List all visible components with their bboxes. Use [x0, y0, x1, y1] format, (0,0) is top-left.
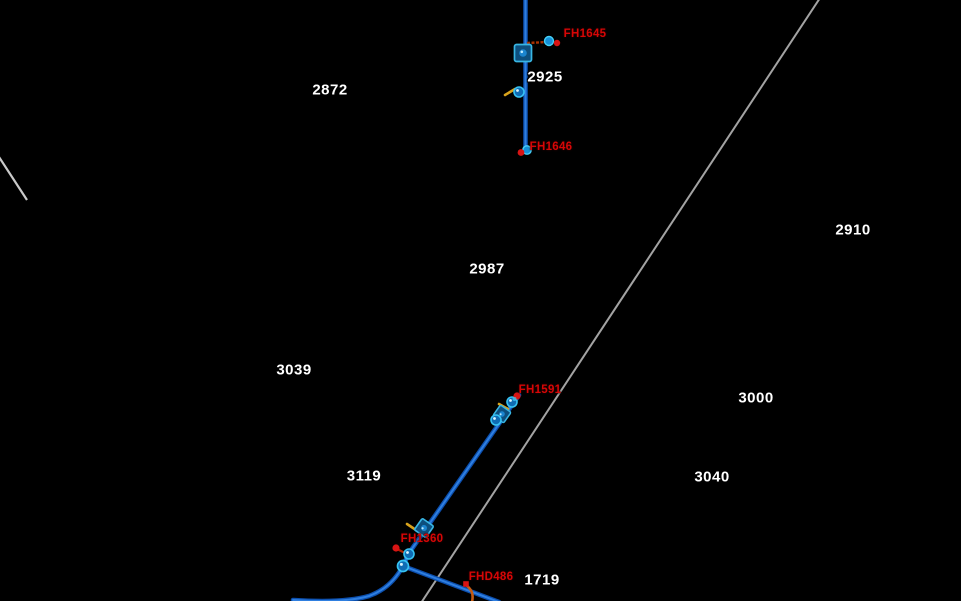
hydrant-icon[interactable] — [512, 392, 521, 401]
hydrants — [392, 35, 561, 587]
valve-box-icon[interactable] — [513, 43, 533, 63]
hydrant-icon[interactable] — [517, 145, 532, 156]
pipe-core-layer — [292, 0, 527, 601]
hydrant-icon[interactable] — [543, 35, 561, 47]
junction-nodes — [396, 86, 525, 573]
flow-ticks — [405, 87, 517, 532]
pipe-branch-right-core — [402, 565, 500, 601]
hydrant-icon[interactable] — [392, 544, 400, 552]
valve-box-icon[interactable] — [414, 518, 434, 538]
junction-node-icon[interactable] — [513, 86, 525, 98]
junction-node-icon[interactable] — [396, 559, 410, 573]
junction-node-icon[interactable] — [403, 548, 415, 560]
flow-tick-icon — [503, 87, 517, 97]
road-centerline[interactable] — [421, 0, 820, 601]
boundary-segment[interactable] — [0, 156, 28, 201]
pipe-branch-left[interactable] — [290, 563, 406, 601]
hydrant-icon[interactable] — [463, 581, 469, 587]
hydrant-lateral-fh1645[interactable] — [526, 40, 548, 45]
junction-node-icon[interactable] — [490, 414, 502, 426]
pipe-casing-layer — [290, 0, 528, 601]
junction-node-icon[interactable] — [506, 396, 518, 408]
